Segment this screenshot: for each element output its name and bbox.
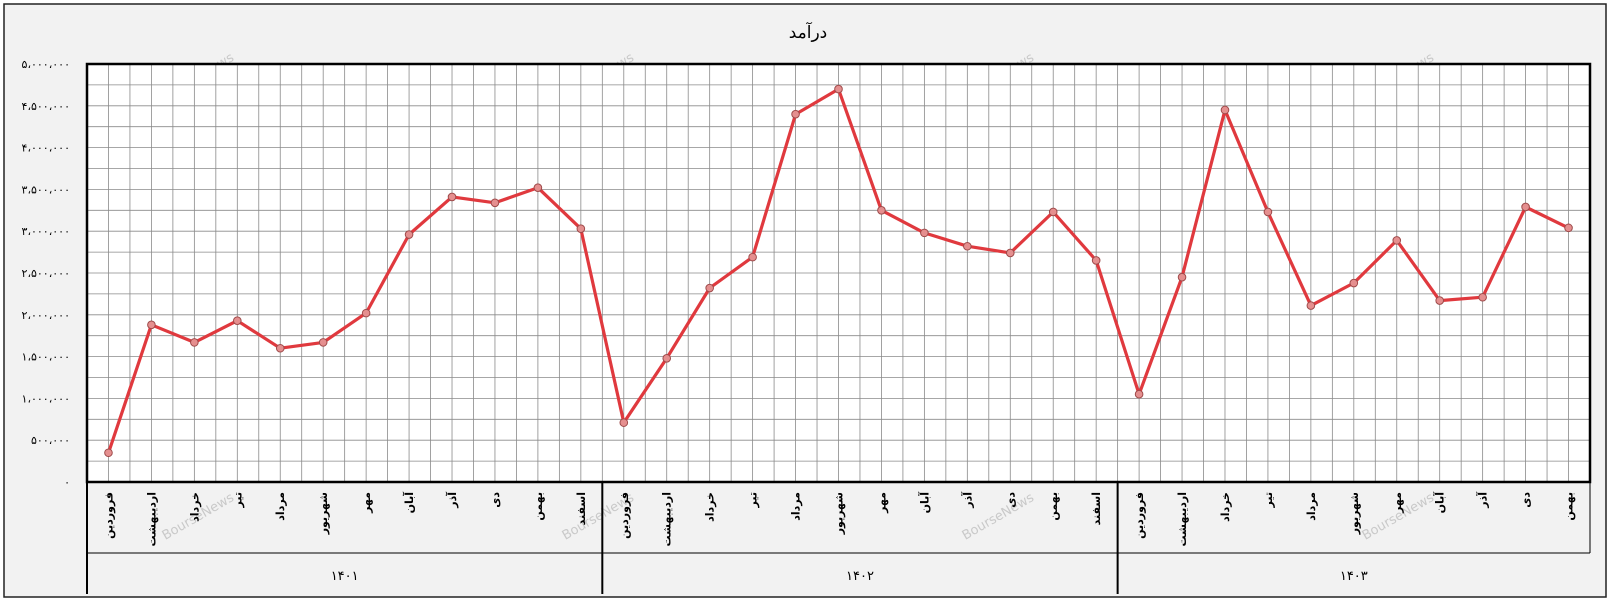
y-tick-label: ۵،۰۰۰،۰۰۰	[22, 58, 70, 71]
data-point	[1478, 292, 1487, 302]
data-point	[705, 283, 714, 293]
x-tick-label: اسفند	[575, 492, 588, 525]
data-point	[490, 198, 500, 208]
chart-title: درآمد	[789, 21, 828, 43]
x-tick-label: مهر	[875, 492, 888, 514]
y-tick-label: ۱،۵۰۰،۰۰۰	[22, 351, 70, 364]
x-tick-label: اردیبهشت	[661, 492, 674, 546]
x-tick-label: دی	[1004, 492, 1017, 508]
x-tick-label: فروردین	[618, 492, 631, 539]
data-point	[748, 252, 757, 262]
data-point	[576, 224, 586, 233]
y-tick-label: ۵۰۰،۰۰۰	[31, 434, 70, 447]
year-label: ۱۴۰۲	[846, 569, 874, 584]
x-tick-label: شهریور	[833, 492, 846, 535]
data-point	[533, 183, 543, 193]
x-tick-label: خرداد	[704, 492, 717, 522]
data-point	[1177, 272, 1187, 282]
data-point	[1091, 256, 1101, 265]
x-tick-label: تیر	[747, 492, 760, 508]
year-label: ۱۴۰۱	[331, 569, 359, 584]
data-point	[104, 448, 113, 458]
x-tick-label: شهریور	[1348, 492, 1361, 535]
year-label: ۱۴۰۳	[1340, 569, 1368, 584]
data-point	[1521, 202, 1530, 212]
x-tick-label: شهریور	[317, 492, 330, 535]
data-point	[791, 109, 800, 119]
x-tick-label: تیر	[1262, 492, 1275, 508]
data-point	[1005, 248, 1015, 258]
data-point	[233, 316, 242, 325]
data-point	[361, 308, 371, 318]
x-tick-label: تیر	[231, 492, 244, 508]
data-point	[1263, 207, 1273, 217]
x-tick-label: آبان	[917, 492, 931, 514]
x-tick-label: خرداد	[188, 492, 201, 522]
x-tick-label: اردیبهشت	[1176, 492, 1189, 546]
data-point	[834, 84, 843, 94]
x-tick-label: مرداد	[274, 492, 287, 521]
x-tick-label: بهمن	[532, 492, 545, 521]
data-point	[275, 343, 285, 353]
y-tick-label: ۳،۰۰۰،۰۰۰	[22, 225, 70, 238]
y-tick-label: ۲،۰۰۰،۰۰۰	[22, 309, 70, 322]
x-tick-label: آبان	[1433, 492, 1447, 514]
data-point	[662, 353, 672, 363]
y-tick-label: ۴،۵۰۰،۰۰۰	[22, 100, 70, 113]
plot-border	[85, 62, 1592, 484]
y-tick-label: ۱،۰۰۰،۰۰۰	[22, 392, 70, 405]
data-point	[619, 418, 629, 427]
y-tick-label: ۲،۵۰۰،۰۰۰	[22, 267, 70, 280]
data-point	[1220, 105, 1230, 115]
x-tick-label: خرداد	[1219, 492, 1232, 522]
x-tick-label: آذر	[445, 492, 459, 509]
data-point	[1134, 389, 1144, 399]
x-tick-label: مهر	[360, 492, 373, 514]
y-axis: ۰ ۵۰۰،۰۰۰ ۱،۰۰۰،۰۰۰ ۱،۵۰۰،۰۰۰ ۲،۰۰۰،۰۰۰ ۲،۵۰۰…	[22, 58, 70, 489]
y-tick-label: ۰	[64, 476, 70, 489]
x-tick-label: مرداد	[790, 492, 803, 521]
x-tick-label: اردیبهشت	[145, 492, 158, 546]
data-point	[1306, 301, 1316, 310]
data-point	[1564, 223, 1573, 233]
grid-layer	[85, 62, 1592, 484]
x-tick-label: مهر	[1391, 492, 1404, 514]
x-tick-label: فروردین	[1133, 492, 1146, 539]
series-layer	[104, 84, 1573, 458]
y-tick-label: ۳،۵۰۰،۰۰۰	[22, 183, 70, 196]
x-tick-label: مرداد	[1305, 492, 1318, 521]
data-point	[1048, 207, 1058, 217]
x-tick-label: آبان	[402, 492, 416, 514]
x-tick-label: فروردین	[102, 492, 115, 539]
data-point	[318, 338, 328, 347]
data-point	[1435, 296, 1444, 305]
data-point	[1392, 236, 1402, 245]
x-tick-label: آذر	[960, 492, 974, 509]
data-point	[920, 228, 929, 238]
data-point	[447, 192, 457, 202]
y-tick-label: ۴،۰۰۰،۰۰۰	[22, 142, 70, 155]
x-tick-label: دی	[489, 492, 502, 508]
data-point	[147, 320, 156, 330]
data-point	[1349, 278, 1359, 288]
data-point	[404, 230, 414, 239]
x-axis: فروردین اردیبهشت خرداد تیر مرداد شهریور مهر آبا…	[86, 482, 1591, 594]
x-tick-label: بهمن	[1047, 492, 1060, 521]
data-point	[190, 338, 199, 347]
x-tick-label: بهمن	[1563, 492, 1576, 521]
x-tick-label: دی	[1520, 492, 1533, 508]
x-tick-label: آذر	[1476, 492, 1490, 509]
x-tick-label: اسفند	[1090, 492, 1103, 525]
data-point	[963, 241, 972, 251]
data-point	[877, 206, 886, 215]
